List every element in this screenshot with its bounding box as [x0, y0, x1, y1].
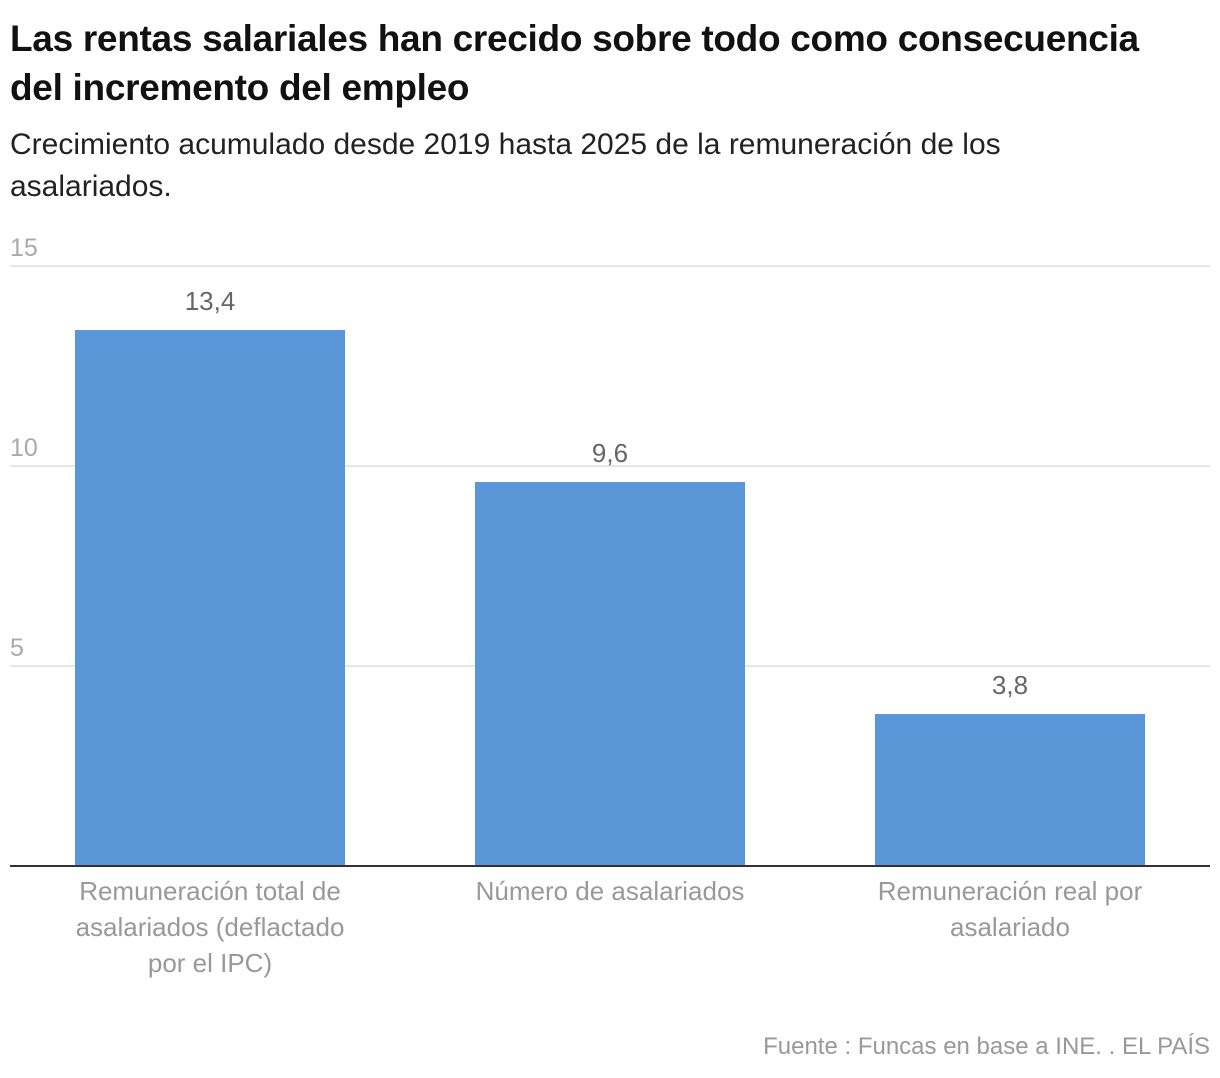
chart-title: Las rentas salariales han crecido sobre … [10, 18, 1139, 108]
bar [75, 330, 345, 866]
source-footer: Fuente : Funcas en base a INE. . EL PAÍS [763, 1033, 1210, 1060]
y-tick-label: 10 [10, 434, 38, 462]
bar [875, 714, 1145, 866]
data-label: 9,6 [592, 438, 628, 468]
data-label: 3,8 [992, 670, 1028, 700]
y-tick-label: 15 [10, 234, 38, 262]
y-tick-label: 5 [10, 634, 24, 662]
category-label: asalariados (deflactado [76, 912, 345, 942]
category-label: por el IPC) [148, 948, 272, 978]
category-label: Remuneración total de [79, 876, 341, 906]
data-label: 13,4 [185, 286, 236, 316]
category-label: Remuneración real por [878, 876, 1143, 906]
chart-subtitle: Crecimiento acumulado desde 2019 hasta 2… [10, 128, 1001, 203]
category-label: Número de asalariados [476, 876, 745, 906]
bar [475, 482, 745, 866]
category-label: asalariado [950, 912, 1070, 942]
